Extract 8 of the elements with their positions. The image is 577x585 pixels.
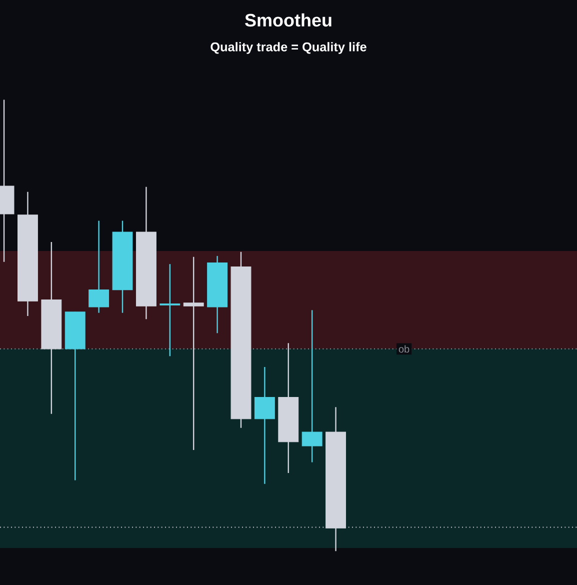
chart-subtitle: Quality trade = Quality life: [210, 42, 366, 54]
candlestick: [254, 366, 275, 484]
candlestick: [302, 310, 322, 463]
candlestick: [88, 220, 110, 314]
chart-title: Smootheu: [245, 13, 332, 27]
candlestick: [183, 256, 204, 451]
ref-line-label: ob: [398, 345, 410, 353]
candlestick: [160, 263, 180, 357]
